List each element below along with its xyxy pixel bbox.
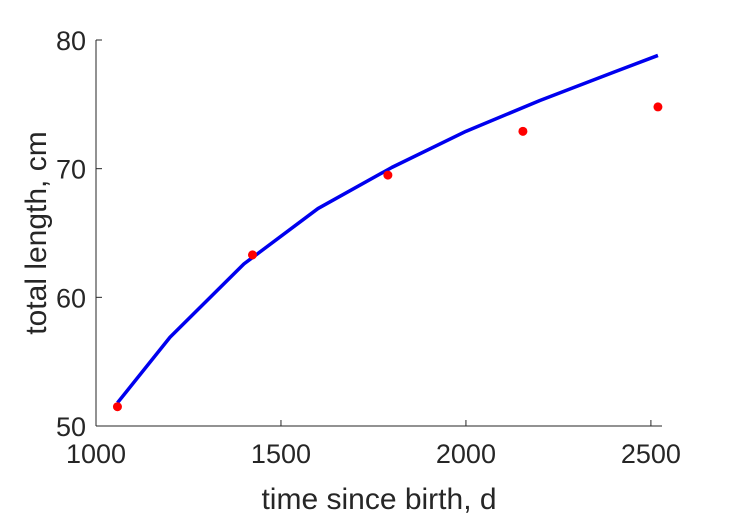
y-tick-label: 60 bbox=[56, 283, 86, 313]
ticks: 1000 1500 2000 2500 50 60 70 80 bbox=[56, 26, 681, 469]
data-point bbox=[383, 170, 393, 180]
y-tick-label: 50 bbox=[56, 412, 86, 442]
fit-curve-line bbox=[116, 53, 659, 404]
data-point bbox=[653, 102, 663, 112]
x-axis-label: time since birth, d bbox=[261, 483, 496, 516]
x-tick-label: 1500 bbox=[251, 439, 311, 469]
x-tick-label: 2000 bbox=[436, 439, 496, 469]
x-tick-label: 1000 bbox=[66, 439, 126, 469]
data-point bbox=[247, 250, 257, 260]
y-tick-label: 70 bbox=[56, 155, 86, 185]
data-point bbox=[518, 126, 528, 136]
y-axis-label: total length, cm bbox=[20, 131, 53, 334]
series bbox=[112, 53, 663, 412]
x-tick-label: 2500 bbox=[621, 439, 681, 469]
data-point bbox=[112, 402, 122, 412]
y-tick-label: 80 bbox=[56, 26, 86, 56]
axes bbox=[95, 40, 662, 427]
